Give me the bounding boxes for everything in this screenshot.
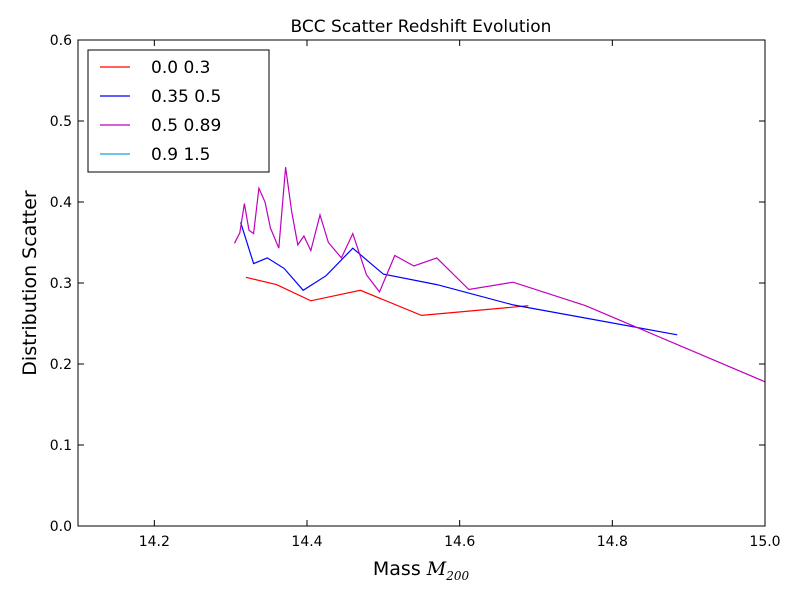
legend-label-4: 0.9 1.5 bbox=[151, 145, 210, 165]
series-line-2 bbox=[240, 222, 678, 336]
legend-box bbox=[87, 49, 270, 173]
y-tick-label: 0.4 bbox=[50, 195, 72, 211]
x-tick-label: 15.0 bbox=[749, 534, 780, 550]
ticks-layer: 14.2 14.4 14.6 14.8 15.0 0.0 0.1 0.2 0.3 0.4 0.5 0.… bbox=[50, 33, 781, 550]
x-tick-label: 14.6 bbox=[444, 534, 475, 550]
x-tick-label: 14.2 bbox=[139, 534, 170, 550]
y-tick-label: 0.3 bbox=[50, 276, 72, 292]
series-layer bbox=[233, 167, 766, 383]
series-line-1 bbox=[245, 276, 529, 317]
series-line-3 bbox=[233, 167, 766, 383]
x-tick-label: 14.8 bbox=[597, 534, 628, 550]
legend-label-1: 0.0 0.3 bbox=[151, 58, 210, 78]
legend-label-3: 0.5 0.89 bbox=[151, 116, 221, 136]
legend: 0.0 0.3 0.35 0.5 0.5 0.89 0.9 1.5 bbox=[87, 49, 270, 173]
x-tick-label: 14.4 bbox=[291, 534, 322, 550]
y-tick-label: 0.5 bbox=[50, 114, 72, 130]
legend-label-2: 0.35 0.5 bbox=[151, 87, 221, 107]
x-axis-label-math: M bbox=[426, 558, 447, 580]
y-axis-label: Distribution Scatter bbox=[19, 190, 41, 376]
y-tick-label: 0.1 bbox=[50, 438, 72, 454]
x-axis-label-subscript: 200 bbox=[445, 569, 469, 583]
x-axis-label-text: Mass bbox=[373, 558, 421, 580]
y-tick-label: 0.6 bbox=[50, 33, 72, 49]
y-tick-label: 0.0 bbox=[50, 519, 72, 535]
x-axis-label: Mass M200 bbox=[373, 558, 470, 583]
y-tick-label: 0.2 bbox=[50, 357, 72, 373]
chart-title: BCC Scatter Redshift Evolution bbox=[291, 17, 552, 37]
